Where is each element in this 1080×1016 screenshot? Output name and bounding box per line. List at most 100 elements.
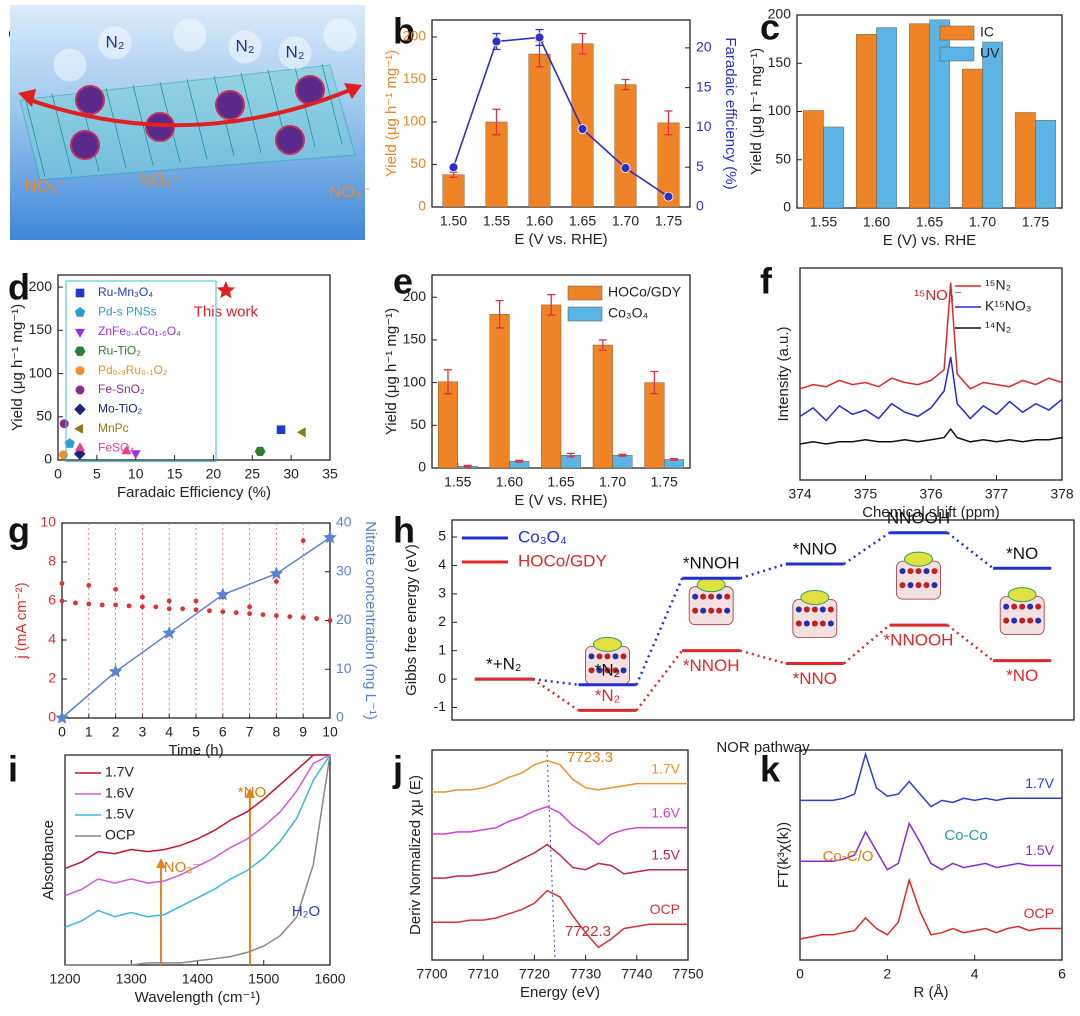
bar: [612, 454, 633, 469]
x-tick-label: 7740: [621, 966, 652, 982]
x-tick-label: 375: [854, 486, 878, 502]
bar: [823, 126, 844, 209]
atom: [931, 582, 938, 589]
y-tick-label: 1: [438, 641, 446, 657]
marker: [327, 618, 333, 623]
legend-label: IC: [980, 24, 994, 40]
charge-density: [1007, 587, 1037, 603]
atom: [596, 653, 603, 660]
marker: [130, 450, 141, 459]
x-tick-label: 25: [244, 466, 260, 482]
atom: [588, 667, 595, 674]
marker: [577, 124, 588, 134]
marker: [274, 613, 279, 619]
series-end-label: OCP: [1024, 905, 1054, 921]
bar: [856, 34, 877, 209]
y-tick-label: 200: [403, 288, 427, 304]
x-axis-label: Chemical shift (ppm): [862, 504, 1000, 521]
annotation: Co-C/O: [823, 848, 874, 865]
marker: [300, 538, 306, 543]
x-tick-label: 1.55: [810, 214, 837, 230]
x-axis-label: E (V vs. RHE): [514, 492, 607, 509]
panel-letter: d: [8, 267, 30, 308]
atom: [700, 607, 707, 614]
marker: [269, 566, 284, 580]
marker: [153, 604, 159, 610]
atom: [803, 606, 810, 613]
legend-label: MnPc: [98, 421, 129, 435]
marker: [193, 598, 199, 604]
marker: [108, 664, 123, 678]
legend-label: Fe-SnO₂: [98, 382, 145, 396]
bar: [1035, 119, 1056, 209]
y-tick-label: 2: [438, 613, 446, 629]
atom: [899, 582, 906, 589]
x-tick-label: 0: [54, 466, 62, 482]
mesh-line: [240, 72, 262, 154]
level-label: *+N₂: [486, 655, 521, 674]
marker: [534, 32, 545, 43]
y-tick-label: 4: [48, 631, 56, 647]
connector: [843, 531, 891, 566]
marker: [121, 445, 132, 455]
x-tick-label: 1.50: [440, 213, 467, 229]
x-tick-label: 1.75: [655, 213, 682, 229]
x-tick-label: 1.55: [444, 474, 471, 490]
fe-line: [452, 36, 669, 198]
level-label: *NNOOH: [884, 631, 954, 650]
y-tick-label: 50: [410, 155, 426, 171]
marker: [180, 606, 186, 612]
atom: [612, 653, 619, 660]
marker: [113, 602, 118, 608]
legend-label: HOCo/GDY: [518, 551, 607, 570]
y-axis-label: Yield (μg h⁻¹ mg⁻¹): [383, 308, 400, 435]
bar: [1015, 112, 1036, 209]
marker: [140, 594, 145, 600]
atom: [612, 667, 619, 674]
atom: [811, 620, 818, 627]
y-tick-label: 0: [44, 451, 52, 467]
y2-tick-label: 0: [336, 709, 344, 725]
bar: [614, 84, 637, 208]
x-axis-label: Time (h): [168, 742, 223, 759]
bubble: [323, 18, 357, 52]
legend-marker: [75, 385, 85, 395]
series-end-label: 1.5V: [1025, 842, 1054, 858]
x-tick-label: 1.55: [483, 213, 510, 229]
atom: [1003, 617, 1010, 624]
marker: [314, 616, 319, 621]
marker: [73, 600, 78, 606]
y-tick-label: 100: [403, 113, 427, 129]
y-tick-label: 150: [403, 331, 427, 347]
atom: [604, 667, 611, 674]
x-tick-label: 6: [1058, 966, 1066, 982]
connector: [532, 678, 580, 712]
atom: [716, 607, 723, 614]
marker: [491, 36, 502, 47]
illustration-label: NO₃⁻: [24, 176, 65, 195]
y2-tick-label: 20: [696, 39, 712, 55]
legend-label: Pd₀.₉Ru₀.₁O₂: [98, 363, 168, 377]
atom: [923, 582, 930, 589]
series-line: [432, 805, 688, 846]
x-tick-label: 1.65: [547, 474, 574, 490]
legend-label: 1.7V: [105, 764, 134, 780]
series-line: [432, 889, 688, 949]
reference-line: [546, 749, 556, 961]
x-tick-label: 1.70: [612, 213, 639, 229]
atom: [1035, 603, 1042, 610]
level-label: *N₂: [595, 686, 621, 705]
catalyst-model: [999, 596, 1045, 636]
atom: [803, 620, 810, 627]
atom: [700, 593, 707, 600]
annotation: Co-Co: [944, 827, 987, 844]
level-label: NNOOH: [887, 508, 950, 527]
bubble: [53, 48, 87, 82]
legend-marker: [74, 307, 86, 317]
atom: [692, 607, 699, 614]
x-tick-label: 1.60: [526, 213, 553, 229]
y-tick-label: 200: [29, 278, 53, 294]
plot-frame: [799, 749, 1063, 961]
bar: [962, 68, 983, 209]
marker: [620, 163, 631, 173]
